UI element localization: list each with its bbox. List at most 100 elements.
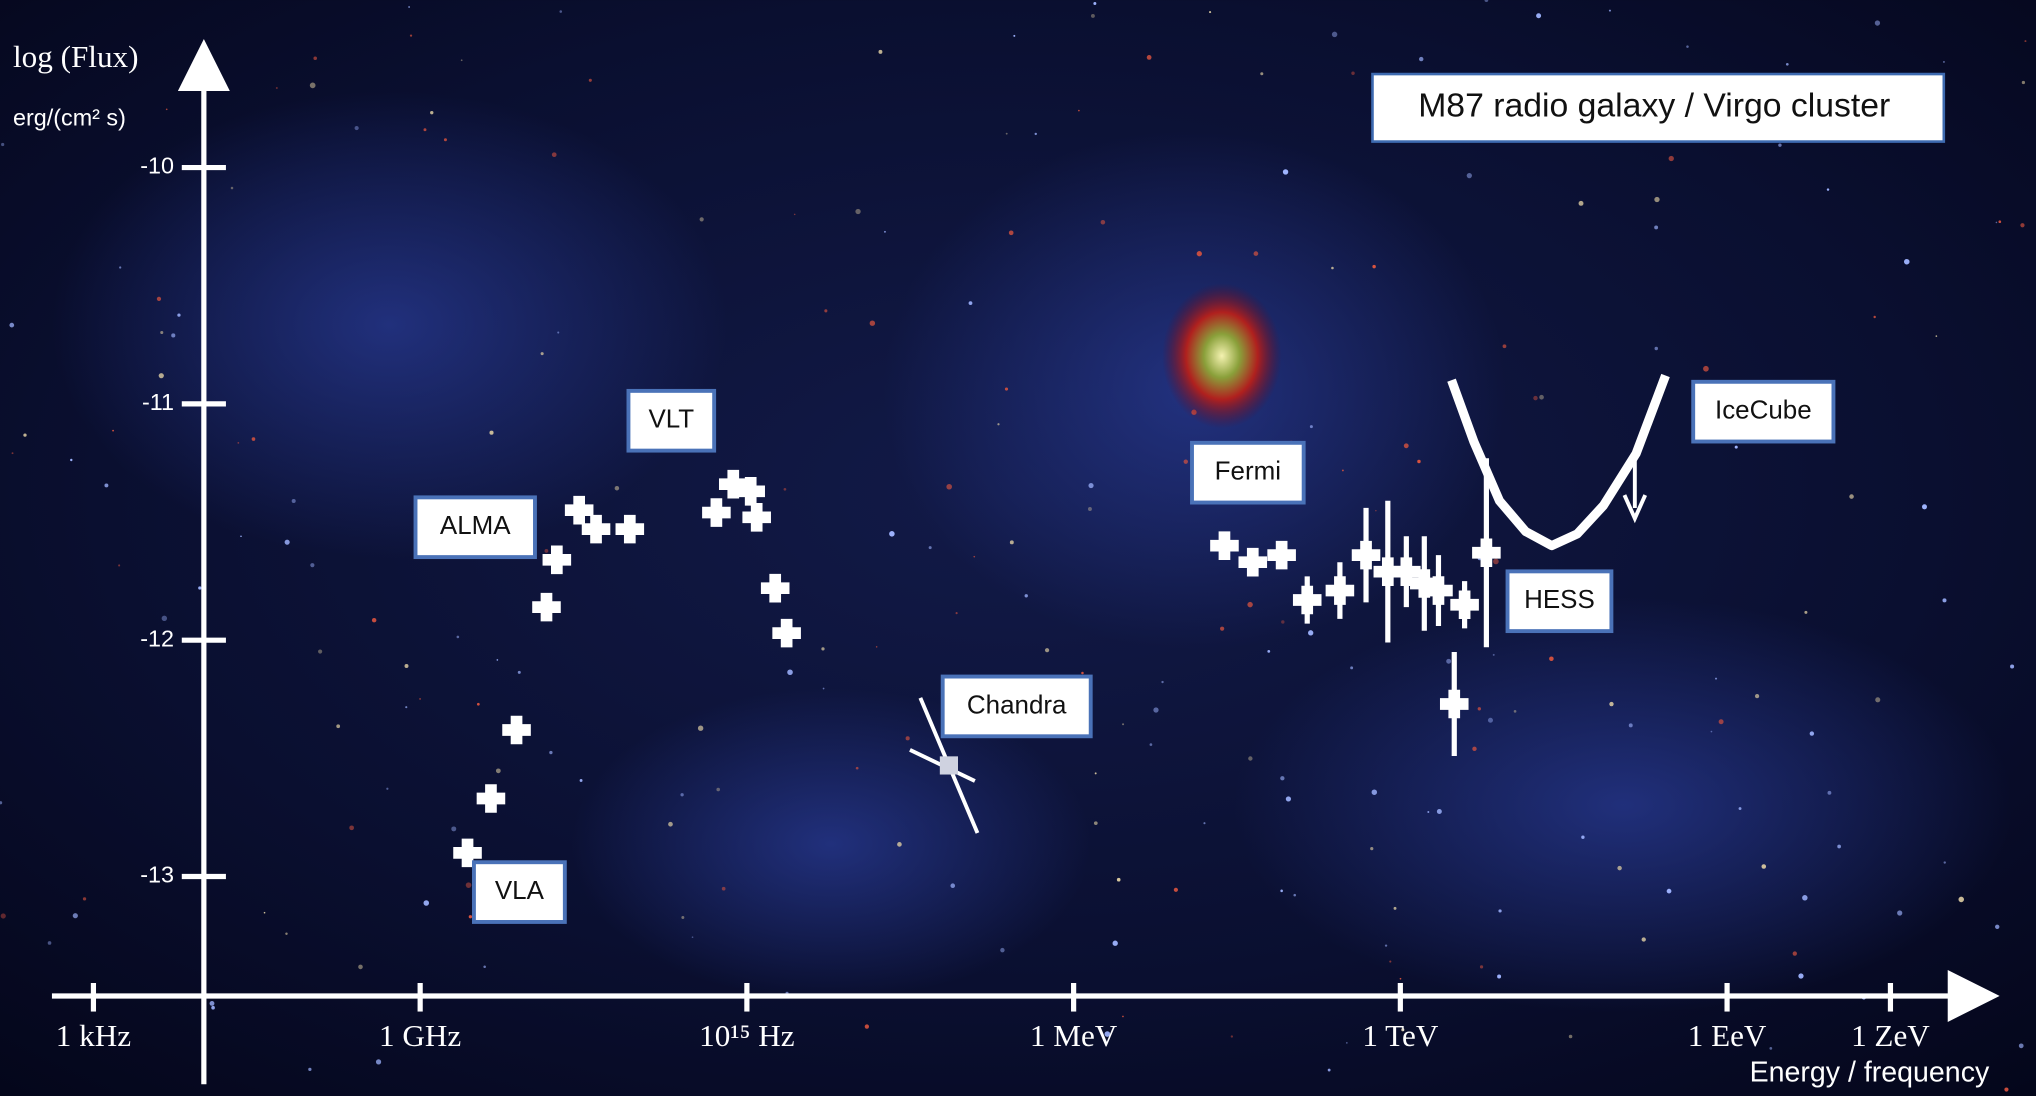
star bbox=[409, 34, 413, 37]
star bbox=[889, 531, 895, 537]
star bbox=[423, 128, 427, 132]
star bbox=[716, 787, 721, 792]
x-tick-label: 1 ZeV bbox=[1851, 1018, 1930, 1053]
star bbox=[1230, 1035, 1234, 1038]
star bbox=[1686, 45, 1689, 48]
star bbox=[237, 441, 240, 444]
fermi-source bbox=[1162, 283, 1282, 429]
star bbox=[1942, 598, 1947, 603]
star bbox=[404, 663, 409, 668]
star bbox=[104, 483, 109, 488]
star bbox=[1375, 509, 1377, 512]
star bbox=[177, 313, 181, 317]
star bbox=[1826, 188, 1830, 191]
star bbox=[1005, 132, 1008, 135]
star bbox=[171, 333, 176, 338]
star bbox=[1995, 924, 2000, 929]
star bbox=[1897, 910, 1903, 916]
data-point bbox=[1472, 538, 1501, 568]
star bbox=[884, 230, 886, 233]
star bbox=[1196, 251, 1202, 257]
star bbox=[1568, 1034, 1573, 1039]
y-label: log (Flux) bbox=[13, 39, 138, 74]
data-point bbox=[581, 514, 611, 544]
star bbox=[579, 778, 583, 782]
x-tick-label: 1 GHz bbox=[379, 1018, 461, 1053]
star bbox=[1754, 693, 1760, 699]
star bbox=[691, 936, 694, 938]
star bbox=[1090, 13, 1095, 18]
star bbox=[559, 10, 563, 13]
star bbox=[1479, 965, 1484, 969]
star bbox=[1943, 861, 1946, 864]
star bbox=[1427, 811, 1430, 813]
star bbox=[165, 108, 168, 111]
data-point bbox=[1292, 585, 1322, 615]
star bbox=[443, 138, 447, 142]
star bbox=[211, 1005, 215, 1010]
star bbox=[614, 485, 620, 491]
star bbox=[1000, 947, 1005, 953]
star bbox=[1769, 1047, 1773, 1050]
star bbox=[1081, 671, 1084, 675]
star bbox=[787, 669, 793, 676]
star bbox=[465, 882, 472, 888]
star bbox=[275, 87, 278, 90]
series-label: ALMA bbox=[440, 510, 511, 540]
star bbox=[1399, 977, 1402, 980]
star bbox=[118, 564, 121, 567]
star bbox=[230, 186, 234, 190]
star bbox=[284, 539, 290, 545]
data-point bbox=[564, 495, 594, 525]
star bbox=[451, 826, 457, 832]
star bbox=[1436, 809, 1442, 814]
star bbox=[1778, 143, 1782, 147]
x-tick-label: 1 MeV bbox=[1030, 1018, 1118, 1053]
data-point bbox=[702, 498, 731, 527]
star bbox=[161, 615, 168, 622]
star bbox=[1341, 469, 1344, 472]
star bbox=[997, 423, 1000, 426]
star bbox=[1903, 258, 1910, 265]
star bbox=[1393, 906, 1397, 910]
star bbox=[1628, 723, 1633, 728]
star bbox=[1873, 315, 1876, 319]
data-point bbox=[1351, 540, 1381, 570]
star bbox=[1998, 220, 2002, 224]
star bbox=[1327, 1068, 1331, 1072]
data-point bbox=[742, 503, 771, 532]
data-point bbox=[1439, 689, 1469, 719]
star bbox=[1703, 365, 1709, 372]
star bbox=[1044, 648, 1050, 653]
star bbox=[291, 498, 296, 504]
star bbox=[0, 801, 3, 805]
star bbox=[1253, 251, 1259, 256]
data-point bbox=[532, 592, 561, 622]
star bbox=[1013, 34, 1016, 37]
data-point bbox=[1325, 576, 1355, 605]
star bbox=[1345, 1042, 1348, 1044]
star bbox=[313, 56, 317, 61]
data-point bbox=[453, 838, 482, 868]
data-point bbox=[772, 618, 801, 648]
star bbox=[1024, 594, 1028, 598]
star bbox=[824, 309, 828, 313]
data-point bbox=[718, 469, 748, 499]
label-box bbox=[413, 495, 537, 560]
star bbox=[855, 766, 859, 770]
star bbox=[1581, 835, 1585, 839]
label-box bbox=[940, 674, 1093, 739]
star bbox=[405, 706, 408, 709]
star bbox=[1, 142, 5, 147]
star bbox=[1351, 71, 1355, 75]
star bbox=[517, 670, 521, 674]
label-box bbox=[1691, 379, 1836, 444]
star bbox=[489, 430, 494, 435]
data-point bbox=[542, 545, 572, 575]
star bbox=[1935, 335, 1938, 337]
star bbox=[1122, 723, 1125, 726]
star bbox=[476, 702, 480, 706]
star bbox=[1280, 776, 1285, 781]
series-label: Chandra bbox=[967, 689, 1067, 719]
